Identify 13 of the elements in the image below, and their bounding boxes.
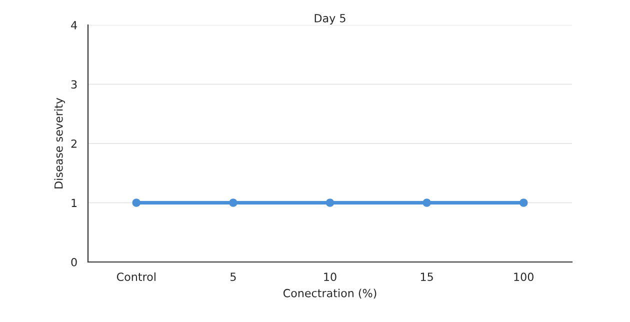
x-tick-label: 100 bbox=[514, 272, 534, 282]
chart-title: Day 5 bbox=[314, 14, 346, 25]
y-tick-label: 0 bbox=[71, 258, 77, 266]
x-tick-label: 10 bbox=[324, 272, 336, 282]
x-axis-title: Conectration (%) bbox=[283, 288, 376, 299]
y-tick-label: 3 bbox=[71, 80, 77, 89]
y-tick-label: 2 bbox=[71, 139, 76, 148]
x-tick-label: Control bbox=[116, 272, 156, 282]
y-axis-title: Disease severity bbox=[54, 98, 65, 188]
x-tick-label: 15 bbox=[420, 272, 433, 282]
x-tick-label: 5 bbox=[230, 272, 236, 282]
y-tick-label: 4 bbox=[71, 21, 77, 30]
y-tick-label: 1 bbox=[72, 198, 77, 207]
